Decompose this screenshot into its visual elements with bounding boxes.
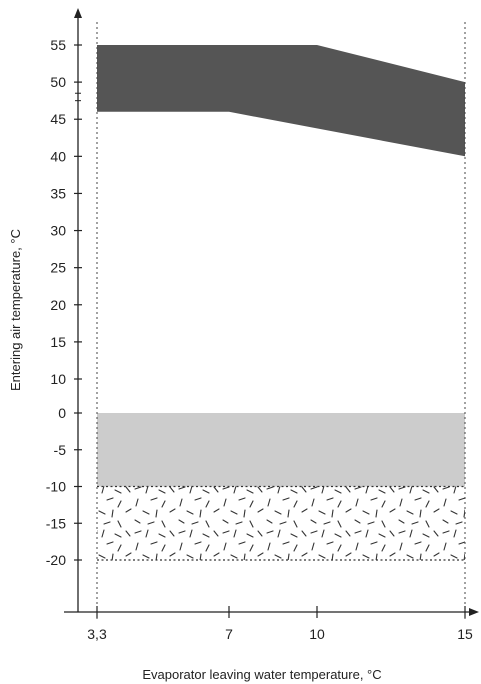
y-tick-label: 0: [58, 405, 66, 421]
x-tick-label: 3,3: [87, 626, 107, 642]
x-tick-label: 7: [225, 626, 233, 642]
y-axis-arrowhead: [74, 8, 82, 18]
y-tick-label: -5: [54, 442, 67, 458]
y-tick-label: 55: [50, 37, 66, 53]
y-tick-label: -15: [46, 515, 66, 531]
y-tick-label: 20: [50, 297, 66, 313]
y-tick-label: 35: [50, 185, 66, 201]
y-tick-label: 10: [50, 371, 66, 387]
light-gray-region: [97, 413, 465, 487]
axes: [64, 8, 479, 616]
dark-gray-region: [97, 45, 465, 157]
y-tick-label: 50: [50, 74, 66, 90]
x-axis-arrowhead: [469, 608, 479, 616]
y-tick-label: 15: [50, 334, 66, 350]
speckled-region: [97, 486, 465, 560]
y-axis-title: Entering air temperature, °C: [8, 229, 23, 391]
y-tick-label: 45: [50, 111, 66, 127]
operating-regions: [97, 45, 465, 561]
x-axis-title: Evaporator leaving water temperature, °C: [142, 667, 381, 682]
y-tick-label: -10: [46, 479, 66, 495]
x-axis-ticks: 3,3 7 10 15: [87, 606, 473, 642]
y-axis-ticks: 55 50 45 40 35 30 25 20 15 10 0 -5 -10 -15 -20: [46, 37, 82, 568]
x-tick-label: 10: [309, 626, 325, 642]
y-tick-label: 40: [50, 148, 66, 164]
x-tick-label: 15: [457, 626, 473, 642]
guide-lines: [96, 22, 466, 622]
y-tick-label: 30: [50, 223, 66, 239]
y-tick-label: 25: [50, 260, 66, 276]
y-tick-label: -20: [46, 552, 66, 568]
